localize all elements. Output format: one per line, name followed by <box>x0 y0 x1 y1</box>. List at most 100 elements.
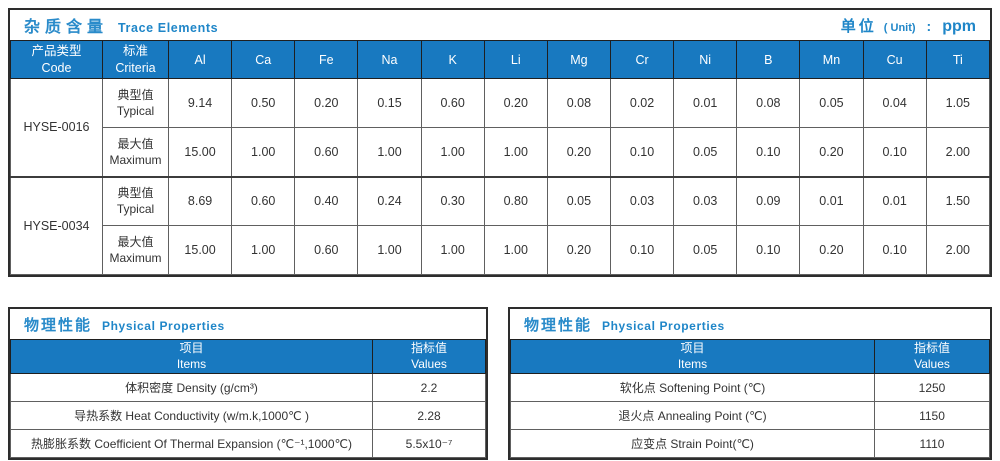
value-cell: 0.01 <box>862 175 927 226</box>
criteria-en: Maximum <box>109 251 162 265</box>
criteria-zh: 典型值 <box>117 87 154 102</box>
value-cell: 0.10 <box>736 225 801 275</box>
physical-right-title-band: 物理性能 Physical Properties <box>510 309 990 339</box>
value-cell: 0.20 <box>294 78 359 128</box>
criteria-zh: 最大值 <box>117 136 154 151</box>
section-title: 物理性能 Physical Properties <box>24 314 225 335</box>
value-cell: 0.02 <box>609 78 675 128</box>
value-cell: 0.05 <box>799 78 864 128</box>
element-header: Li <box>483 40 548 79</box>
element-header: Ca <box>231 40 296 79</box>
value-cell: 1.00 <box>231 225 296 275</box>
value-cell: 0.20 <box>799 225 864 275</box>
column-header-code: 产品类型 Code <box>10 40 103 79</box>
value-cell: 15.00 <box>167 127 233 177</box>
values-header-zh: 指标值 <box>410 340 447 355</box>
section-title: 杂质含量 Trace Elements <box>24 13 218 37</box>
value-cell: 0.01 <box>799 175 864 226</box>
value-cell: 0.09 <box>736 175 801 226</box>
table-row: 热膨胀系数 Coefficient Of Thermal Expansion (… <box>10 429 486 458</box>
unit-en: ( Unit) <box>883 21 916 34</box>
value-cell: 0.20 <box>546 127 611 177</box>
physical-properties-left-table: 项目 Items 指标值 Values 体积密度 Density (g/cm³) <box>10 339 486 458</box>
value-cell: 0.15 <box>357 78 422 128</box>
physical-properties-left-panel: 物理性能 Physical Properties 项目 Items 指标值 <box>8 307 488 460</box>
property-value-cell: 2.2 <box>372 373 486 402</box>
value-cell: 0.40 <box>294 175 359 226</box>
value-cell: 1.00 <box>483 225 548 275</box>
value-cell: 0.08 <box>546 78 611 128</box>
items-header-en: Items <box>677 356 708 371</box>
value-cell: 15.00 <box>167 225 233 275</box>
criteria-header-zh: 标准 <box>122 44 148 59</box>
trace-header-row: 产品类型 Code 标准 Criteria Al Ca Fe Na K <box>10 40 991 79</box>
value-cell: 0.10 <box>609 127 675 177</box>
values-header-en: Values <box>914 356 950 371</box>
value-cell: 0.05 <box>546 175 611 226</box>
value-cell: 0.60 <box>420 78 485 128</box>
value-cell: 8.69 <box>167 175 233 226</box>
property-value-cell: 1250 <box>874 373 990 402</box>
section-title-en: Physical Properties <box>102 318 225 333</box>
physical-header-row: 项目 Items 指标值 Values <box>10 339 486 374</box>
value-cell: 2.00 <box>925 225 991 275</box>
unit-zh: 单位 <box>840 17 877 35</box>
trace-elements-table: 产品类型 Code 标准 Criteria Al Ca Fe Na K <box>10 40 991 275</box>
value-cell: 1.00 <box>231 127 296 177</box>
column-header-criteria: 标准 Criteria <box>102 40 169 79</box>
criteria-en: Typical <box>116 104 155 118</box>
value-cell: 0.03 <box>609 175 675 226</box>
property-value-cell: 1150 <box>874 401 990 430</box>
value-cell: 0.10 <box>862 127 927 177</box>
value-cell: 0.01 <box>673 78 738 128</box>
value-cell: 0.60 <box>294 225 359 275</box>
property-item-cell: 退火点 Annealing Point (℃) <box>510 401 875 430</box>
element-header: Cu <box>862 40 927 79</box>
section-title-zh: 杂质含量 <box>24 19 109 36</box>
value-cell: 0.10 <box>609 225 675 275</box>
element-header: Fe <box>294 40 359 79</box>
element-header: B <box>736 40 801 79</box>
value-cell: 0.08 <box>736 78 801 128</box>
items-header-zh: 项目 <box>680 340 705 355</box>
section-title-zh: 物理性能 <box>524 316 593 334</box>
criteria-zh: 最大值 <box>117 234 154 249</box>
criteria-cell: 最大值 Maximum <box>102 127 169 177</box>
section-title-en: Physical Properties <box>602 318 725 333</box>
value-cell: 9.14 <box>167 78 233 128</box>
trace-elements-panel: 杂质含量 Trace Elements 单位 ( Unit) : ppm 产品类… <box>8 8 992 277</box>
element-header: Mn <box>799 40 864 79</box>
criteria-cell: 典型值 Typical <box>102 175 169 226</box>
property-value-cell: 2.28 <box>372 401 486 430</box>
value-cell: 0.50 <box>231 78 296 128</box>
table-row: 体积密度 Density (g/cm³) 2.2 <box>10 373 486 402</box>
table-row: 最大值 Maximum 15.00 1.00 0.60 1.00 1.00 1.… <box>11 225 991 275</box>
value-cell: 0.30 <box>420 175 485 226</box>
value-cell: 0.60 <box>231 175 296 226</box>
criteria-cell: 最大值 Maximum <box>102 225 169 275</box>
value-cell: 1.00 <box>420 127 485 177</box>
table-row: HYSE-0016 典型值 Typical 9.14 0.50 0.20 0.1… <box>10 78 991 177</box>
value-cell: 1.00 <box>483 127 548 177</box>
value-cell: 1.00 <box>420 225 485 275</box>
column-header-values: 指标值 Values <box>874 339 990 374</box>
criteria-header-en: Criteria <box>115 60 156 75</box>
unit-value: ppm <box>942 17 976 35</box>
physical-header-row: 项目 Items 指标值 Values <box>510 339 990 374</box>
table-row: HYSE-0034 典型值 Typical 8.69 0.60 0.40 0.2… <box>10 175 991 275</box>
element-header: Al <box>167 40 233 79</box>
physical-left-title-band: 物理性能 Physical Properties <box>10 309 486 339</box>
value-cell: 0.10 <box>736 127 801 177</box>
value-cell: 0.80 <box>483 175 548 226</box>
table-row: 软化点 Softening Point (℃) 1250 <box>510 373 990 402</box>
property-item-cell: 应变点 Strain Point(℃) <box>510 429 875 458</box>
section-title-en: Trace Elements <box>118 21 219 35</box>
criteria-zh: 典型值 <box>117 186 154 201</box>
column-header-items: 项目 Items <box>510 339 875 374</box>
value-cell: 0.10 <box>862 225 927 275</box>
criteria-en: Typical <box>116 202 155 217</box>
property-item-cell: 软化点 Softening Point (℃) <box>510 373 875 402</box>
element-header: Na <box>357 40 422 79</box>
table-row: 导热系数 Heat Conductivity (w/m.k,1000℃ ) 2.… <box>10 401 486 430</box>
element-header: Ni <box>673 40 738 79</box>
